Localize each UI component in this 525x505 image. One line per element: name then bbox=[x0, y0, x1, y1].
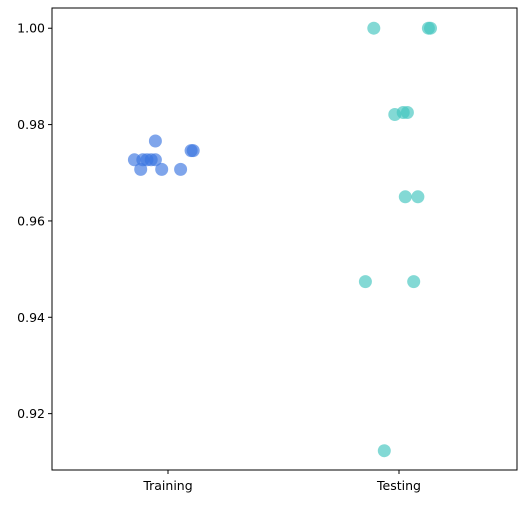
data-point-training-11 bbox=[184, 144, 198, 158]
data-point-testing-10 bbox=[407, 275, 421, 289]
y-tick-label: 0.98 bbox=[17, 117, 45, 132]
data-point-training-7 bbox=[148, 134, 162, 148]
y-axis: 0.92 0.94 0.96 0.98 1.00 bbox=[17, 21, 52, 421]
data-point-training-6 bbox=[134, 162, 148, 176]
data-point-testing-6 bbox=[400, 106, 414, 119]
data-point-training-8 bbox=[155, 162, 169, 176]
x-tick-label-testing: Testing bbox=[376, 478, 421, 493]
y-tick-label: 0.92 bbox=[17, 406, 45, 421]
data-points bbox=[127, 21, 437, 458]
x-axis: Training Testing bbox=[142, 470, 421, 493]
y-tick-label: 1.00 bbox=[17, 21, 45, 36]
plot-frame bbox=[51, 7, 518, 471]
data-point-training-9 bbox=[174, 162, 188, 176]
data-point-testing-7 bbox=[398, 190, 412, 204]
x-tick-label-training: Training bbox=[142, 478, 192, 493]
y-tick-label: 0.96 bbox=[17, 213, 45, 228]
data-point-testing-8 bbox=[411, 190, 425, 204]
plot-area bbox=[52, 8, 517, 470]
data-point-training-5 bbox=[144, 153, 158, 167]
data-point-testing-1 bbox=[367, 21, 381, 35]
data-point-testing-3 bbox=[424, 21, 437, 35]
data-point-testing-9 bbox=[358, 275, 372, 289]
y-tick-label: 0.94 bbox=[17, 310, 45, 325]
data-point-testing-11 bbox=[377, 444, 391, 458]
